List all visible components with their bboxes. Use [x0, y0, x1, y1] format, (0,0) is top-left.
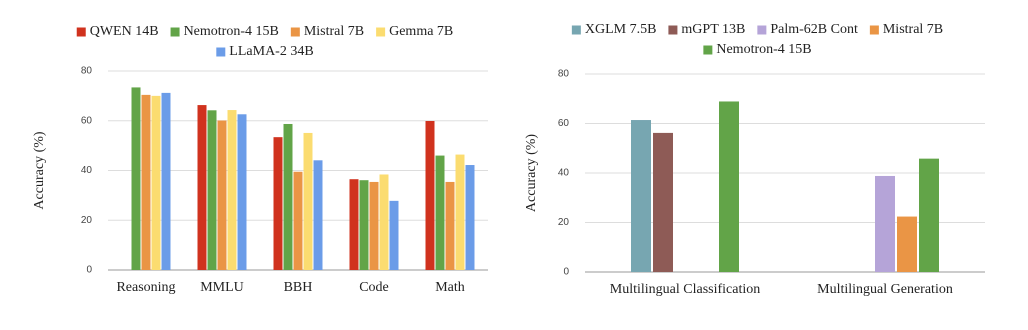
y-tick-label: 20 — [558, 217, 570, 228]
bar — [283, 123, 293, 270]
y-tick-label: 60 — [81, 115, 93, 126]
legend-swatch — [668, 25, 678, 35]
x-tick-label: Math — [435, 280, 465, 295]
legend-swatch — [376, 27, 386, 37]
legend-swatch — [703, 45, 713, 55]
y-tick-label: 60 — [558, 118, 570, 129]
legend-swatch — [216, 47, 226, 57]
bar — [161, 92, 171, 270]
bar — [919, 158, 939, 272]
y-tick-label: 0 — [86, 265, 92, 276]
legend-swatch — [290, 27, 300, 37]
bar — [273, 137, 283, 270]
bar — [455, 154, 465, 270]
bar — [389, 200, 399, 270]
y-tick-label: 80 — [81, 66, 93, 77]
legend-label: Nemotron-4 15B — [716, 42, 811, 57]
legend-swatch — [571, 25, 581, 35]
legend-label: mGPT 13B — [681, 22, 745, 37]
bar — [131, 87, 141, 270]
x-tick-label: MMLU — [200, 280, 244, 295]
legend-label: Nemotron-4 15B — [184, 24, 279, 39]
bar — [227, 110, 237, 271]
legend-swatch — [170, 27, 180, 37]
bar — [425, 120, 435, 270]
legend-label: Palm-62B Cont — [770, 22, 858, 37]
bar — [237, 114, 247, 270]
bar — [369, 181, 379, 270]
bar — [141, 94, 151, 270]
x-tick-label: Reasoning — [116, 280, 175, 295]
y-tick-label: 40 — [81, 165, 93, 176]
legend-label: Gemma 7B — [389, 24, 453, 39]
y-tick-label: 20 — [81, 215, 93, 226]
bar — [465, 165, 475, 270]
bar — [875, 175, 895, 272]
bar — [349, 179, 359, 270]
bar — [719, 101, 739, 272]
legend-label: QWEN 14B — [90, 24, 159, 39]
bar — [293, 171, 303, 270]
legend-label: Mistral 7B — [883, 22, 943, 37]
x-tick-label: BBH — [284, 280, 313, 295]
y-axis-label: Accuracy (%) — [524, 134, 539, 212]
y-axis-label: Accuracy (%) — [32, 131, 47, 209]
bar — [197, 105, 207, 270]
bar — [653, 132, 673, 272]
legend-swatch — [76, 27, 86, 37]
bar — [217, 120, 227, 270]
bar — [151, 95, 161, 270]
x-tick-label: Multilingual Generation — [817, 282, 953, 297]
bar — [313, 160, 323, 270]
y-tick-label: 40 — [558, 168, 570, 179]
x-tick-label: Code — [359, 280, 389, 295]
bar — [631, 120, 651, 272]
bar — [435, 155, 445, 270]
bar — [379, 174, 389, 270]
y-tick-label: 0 — [563, 267, 569, 278]
x-tick-label: Multilingual Classification — [610, 282, 761, 297]
bar — [207, 110, 217, 271]
legend-swatch — [757, 25, 767, 35]
legend-label: LLaMA-2 34B — [229, 44, 313, 59]
bar — [359, 180, 369, 270]
y-tick-label: 80 — [558, 69, 570, 80]
bar — [445, 181, 455, 270]
legend-label: Mistral 7B — [304, 24, 364, 39]
bar — [897, 216, 917, 272]
legend-swatch — [869, 25, 879, 35]
bar — [303, 132, 313, 270]
legend-label: XGLM 7.5B — [585, 22, 657, 37]
